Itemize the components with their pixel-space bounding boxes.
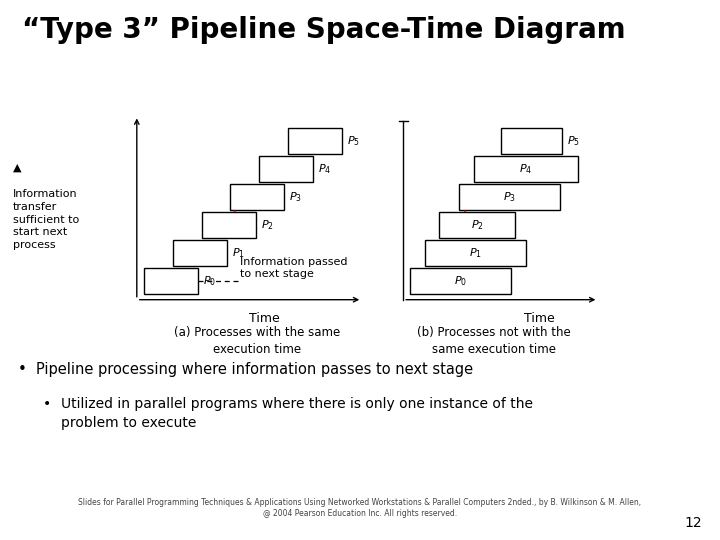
- Text: •: •: [43, 397, 51, 411]
- Text: •: •: [18, 362, 27, 377]
- Text: $P_2$: $P_2$: [261, 218, 274, 232]
- Text: Utilized in parallel programs where there is only one instance of the
problem to: Utilized in parallel programs where ther…: [61, 397, 534, 430]
- Bar: [410, 268, 511, 294]
- Text: “Type 3” Pipeline Space-Time Diagram: “Type 3” Pipeline Space-Time Diagram: [22, 16, 625, 44]
- Text: Information passed
to next stage: Information passed to next stage: [240, 257, 348, 279]
- Bar: [173, 240, 227, 266]
- Text: (b) Processes not with the
same execution time: (b) Processes not with the same executio…: [418, 326, 571, 356]
- Bar: [259, 156, 313, 182]
- Text: $P_2$: $P_2$: [471, 218, 483, 232]
- Bar: [230, 184, 284, 210]
- Text: $P_1$: $P_1$: [469, 246, 482, 260]
- Text: $P_5$: $P_5$: [347, 134, 360, 148]
- Text: Slides for Parallel Programming Techniques & Applications Using Networked Workst: Slides for Parallel Programming Techniqu…: [78, 497, 642, 518]
- Text: $P_3$: $P_3$: [289, 190, 302, 204]
- Text: Information
transfer
sufficient to
start next
process: Information transfer sufficient to start…: [13, 189, 79, 250]
- Bar: [144, 268, 198, 294]
- Text: $P_4$: $P_4$: [318, 162, 331, 176]
- Text: $P_0$: $P_0$: [203, 274, 216, 288]
- Bar: [425, 240, 526, 266]
- Bar: [501, 128, 562, 154]
- Text: $P_4$: $P_4$: [519, 162, 533, 176]
- Text: $P_3$: $P_3$: [503, 190, 516, 204]
- Bar: [288, 128, 342, 154]
- Text: Pipeline processing where information passes to next stage: Pipeline processing where information pa…: [36, 362, 473, 377]
- Text: Time: Time: [249, 312, 280, 325]
- Bar: [202, 212, 256, 238]
- Text: $P_0$: $P_0$: [454, 274, 467, 288]
- Text: Time: Time: [524, 312, 555, 325]
- Text: 12: 12: [685, 516, 702, 530]
- Text: (a) Processes with the same
execution time: (a) Processes with the same execution ti…: [174, 326, 341, 356]
- Text: ▲: ▲: [13, 163, 22, 173]
- Bar: [474, 156, 578, 182]
- Bar: [439, 212, 515, 238]
- Text: $P_1$: $P_1$: [232, 246, 245, 260]
- Bar: [459, 184, 560, 210]
- Text: $P_5$: $P_5$: [567, 134, 580, 148]
